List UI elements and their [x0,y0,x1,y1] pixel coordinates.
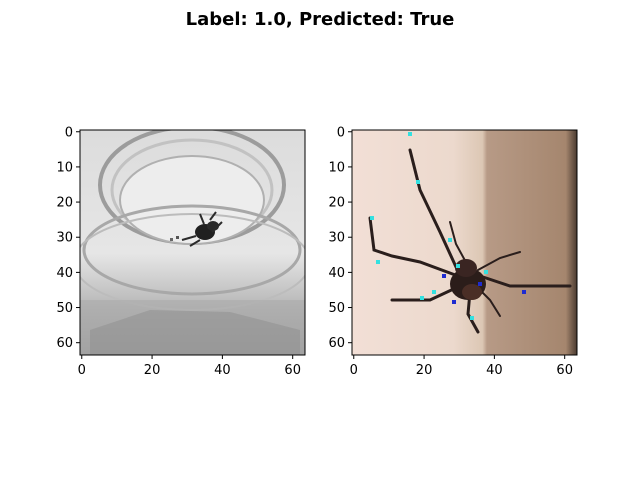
x-tick-label: 40 [214,363,231,378]
x-tick-label: 0 [78,363,86,378]
image-1 [80,130,305,355]
y-tick-label: 40 [328,266,345,281]
y-tick-label: 10 [328,160,345,175]
image-panel-1 [79,129,306,356]
image-2 [352,130,577,355]
x-tick-label: 0 [350,363,358,378]
y-tick-label: 20 [328,196,345,211]
x-tick-label: 20 [416,363,433,378]
image-1-frame [79,129,306,356]
y-tick-label: 50 [56,301,73,316]
y-tick-label: 0 [337,125,345,140]
x-tick-label: 20 [144,363,161,378]
x-tick-label: 60 [284,363,301,378]
y-tick-label: 20 [56,196,73,211]
y-tick-label: 40 [56,266,73,281]
x-tick-label: 60 [556,363,573,378]
figure-title: Label: 1.0, Predicted: True [186,9,455,30]
x-tick-label: 40 [486,363,503,378]
y-tick-label: 30 [56,231,73,246]
y-tick-label: 60 [56,336,73,351]
y-tick-label: 30 [328,231,345,246]
y-tick-label: 50 [328,301,345,316]
y-tick-label: 10 [56,160,73,175]
image-panel-2 [351,129,578,356]
y-tick-label: 60 [328,336,345,351]
image-2-frame [351,129,578,356]
y-tick-label: 0 [65,125,73,140]
